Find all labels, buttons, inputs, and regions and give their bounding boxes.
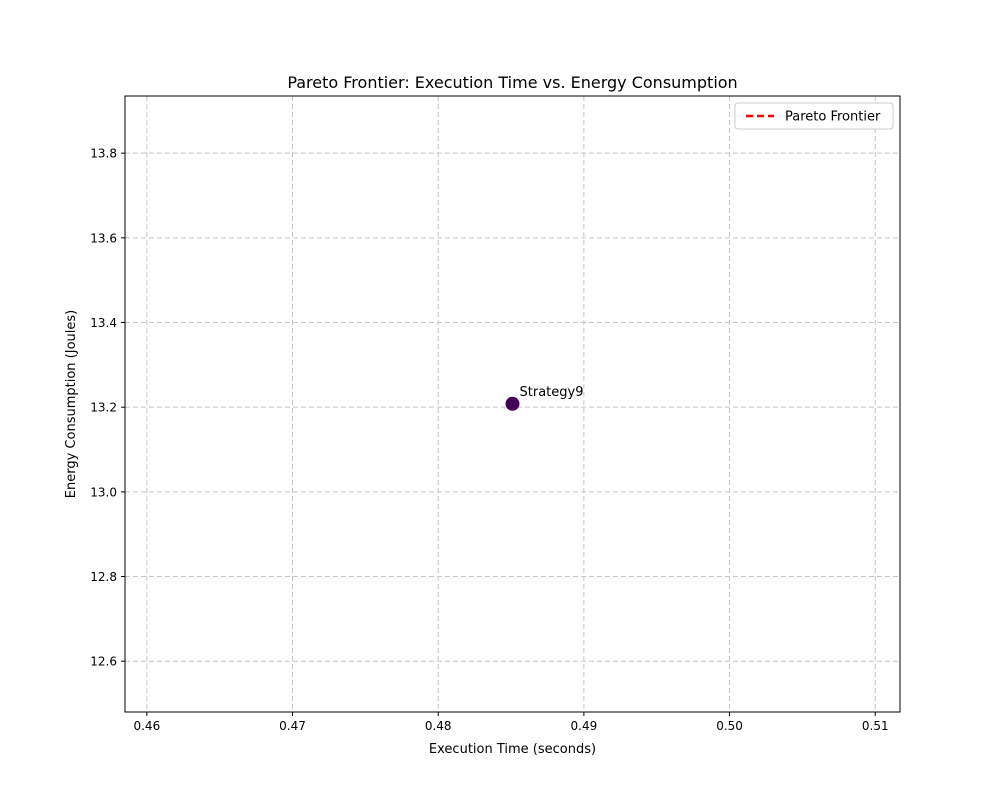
y-tick-label: 12.8: [90, 570, 117, 584]
y-tick-label: 13.8: [90, 147, 117, 161]
chart-title: Pareto Frontier: Execution Time vs. Ener…: [287, 73, 737, 92]
data-point: [505, 396, 520, 411]
y-tick-label: 13.6: [90, 231, 117, 245]
data-point-label: Strategy9: [520, 385, 584, 400]
points-layer: Strategy9: [505, 385, 584, 411]
x-axis-label: Execution Time (seconds): [429, 742, 596, 757]
x-tick-label: 0.48: [425, 719, 452, 733]
legend-label-pareto-frontier: Pareto Frontier: [785, 110, 881, 125]
y-tick-label: 13.4: [90, 316, 117, 330]
x-tick-label: 0.46: [133, 719, 160, 733]
x-tick-label: 0.49: [571, 719, 598, 733]
y-tick-label: 13.2: [90, 401, 117, 415]
x-tick-label: 0.47: [279, 719, 306, 733]
legend-box: [734, 102, 894, 130]
plot-area-frame: [124, 95, 901, 713]
y-tick-label: 12.6: [90, 655, 117, 669]
legend: Pareto Frontier: [734, 102, 894, 130]
x-tick-label: 0.51: [862, 719, 889, 733]
y-axis-label: Energy Consumption (Joules): [64, 310, 79, 498]
y-axis: 12.6 12.8 13.0 13.2 13.4 13.6 13.8: [90, 147, 125, 669]
x-axis: 0.46 0.47 0.48 0.49 0.50 0.51: [133, 712, 889, 733]
y-tick-label: 13.0: [90, 485, 117, 499]
grid: [125, 96, 900, 712]
x-tick-label: 0.50: [716, 719, 743, 733]
